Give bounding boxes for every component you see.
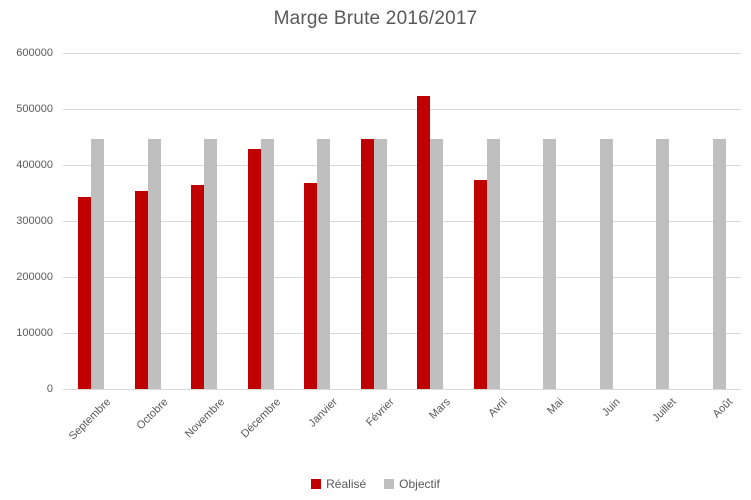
bar-objectif-avril (487, 139, 500, 389)
bar-realise-septembre (78, 197, 91, 389)
bar-realise-fevrier (361, 139, 374, 389)
y-axis-tick-label: 600000 (16, 47, 53, 59)
x-axis-label-octobre: Octobre (134, 396, 171, 433)
x-axis-label-avril: Avril (485, 396, 510, 420)
bar-objectif-decembre (261, 139, 274, 389)
x-axis-label-janvier: Janvier (306, 396, 340, 430)
y-axis-tick-label: 100000 (16, 327, 53, 339)
x-axis-label-fevrier: Février (363, 396, 397, 429)
x-axis-label-novembre: Novembre (182, 396, 227, 441)
gridline (63, 109, 741, 110)
y-axis-tick-label: 300000 (16, 215, 53, 227)
x-axis-label-aout: Août (710, 396, 736, 421)
chart-title: Marge Brute 2016/2017 (273, 8, 478, 29)
bar-objectif-juin (600, 139, 613, 389)
gridline (63, 53, 741, 54)
x-axis-label-decembre: Décembre (238, 396, 284, 441)
x-axis-label-mai: Mai (544, 396, 566, 418)
x-axis-label-juillet: Juillet (650, 396, 679, 425)
bar-realise-novembre (191, 185, 204, 389)
bar-objectif-novembre (204, 139, 217, 389)
bar-objectif-fevrier (374, 139, 387, 389)
bar-objectif-juillet (656, 139, 669, 389)
bar-objectif-mai (543, 139, 556, 389)
bar-realise-decembre (248, 149, 261, 389)
plot-area (63, 53, 741, 390)
bar-realise-octobre (135, 191, 148, 389)
bar-objectif-mars (430, 139, 443, 389)
legend-item-realise: Réalisé (311, 477, 366, 491)
bar-realise-avril (474, 180, 487, 389)
legend-swatch-realise-icon (311, 479, 322, 489)
legend-item-objectif: Objectif (384, 477, 440, 491)
gridline (63, 221, 741, 222)
bar-realise-mars (417, 96, 430, 389)
legend-label-realise: Réalisé (326, 477, 367, 491)
x-axis-label-septembre: Septembre (67, 396, 114, 443)
bar-objectif-septembre (91, 139, 104, 389)
bar-objectif-aout (713, 139, 726, 389)
bar-objectif-octobre (148, 139, 161, 389)
legend-swatch-objectif-icon (384, 479, 395, 489)
y-axis-tick-label: 200000 (16, 271, 53, 283)
legend: Réalisé Objectif (0, 477, 751, 491)
y-axis-tick-label: 500000 (16, 103, 53, 115)
legend-label-objectif: Objectif (399, 477, 440, 491)
bar-objectif-janvier (317, 139, 330, 389)
y-axis-tick-label: 400000 (16, 159, 53, 171)
y-axis-tick-label: 0 (46, 383, 53, 395)
gridline (63, 165, 741, 166)
gridline (63, 333, 741, 334)
gridline (63, 277, 741, 278)
x-axis-label-juin: Juin (599, 396, 623, 419)
x-axis-label-mars: Mars (426, 396, 453, 422)
x-axis-line (63, 389, 741, 390)
bar-realise-janvier (304, 183, 317, 389)
